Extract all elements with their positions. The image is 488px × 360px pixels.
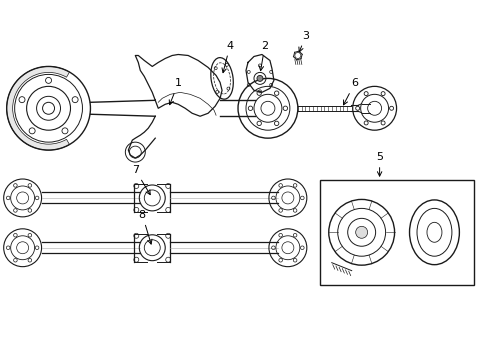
Text: 3: 3	[298, 31, 309, 52]
Text: 7: 7	[131, 165, 150, 195]
Bar	[319, 180, 473, 285]
Text: 4: 4	[222, 41, 233, 73]
Text: 5: 5	[375, 152, 382, 176]
Wedge shape	[7, 67, 69, 150]
Text: 2: 2	[259, 41, 268, 71]
Text: 6: 6	[343, 78, 357, 105]
Circle shape	[355, 226, 367, 238]
Text: 1: 1	[169, 78, 182, 105]
Circle shape	[256, 75, 263, 81]
Text: 8: 8	[139, 210, 152, 244]
